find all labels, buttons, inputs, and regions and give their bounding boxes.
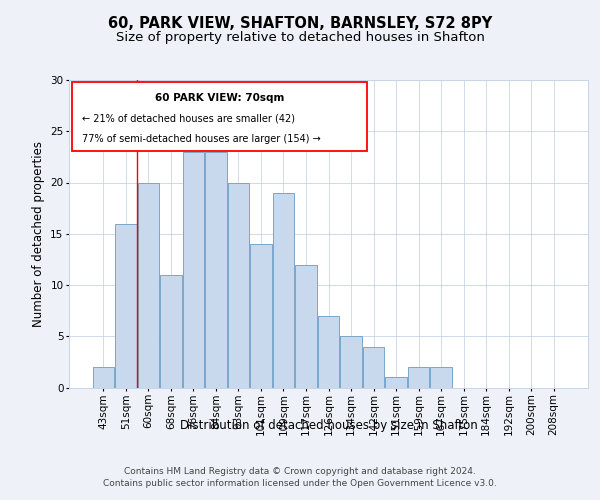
Bar (92, 367, 114, 388)
Text: Contains public sector information licensed under the Open Government Licence v3: Contains public sector information licen… (103, 479, 497, 488)
FancyBboxPatch shape (71, 82, 367, 150)
Bar (340, 336, 362, 388)
Bar (250, 244, 272, 388)
Y-axis label: Number of detached properties: Number of detached properties (32, 141, 44, 327)
Bar (363, 346, 384, 388)
Bar (385, 377, 407, 388)
Bar (295, 264, 317, 388)
Bar (318, 316, 339, 388)
Bar (160, 275, 182, 388)
Text: Distribution of detached houses by size in Shafton: Distribution of detached houses by size … (180, 420, 478, 432)
Text: 60, PARK VIEW, SHAFTON, BARNSLEY, S72 8PY: 60, PARK VIEW, SHAFTON, BARNSLEY, S72 8P… (108, 16, 492, 32)
Bar (408, 367, 429, 388)
Bar (182, 152, 204, 388)
Text: 77% of semi-detached houses are larger (154) →: 77% of semi-detached houses are larger (… (82, 134, 321, 143)
Text: Size of property relative to detached houses in Shafton: Size of property relative to detached ho… (116, 31, 484, 44)
Bar (115, 224, 137, 388)
Text: ← 21% of detached houses are smaller (42): ← 21% of detached houses are smaller (42… (82, 114, 295, 124)
Text: Contains HM Land Registry data © Crown copyright and database right 2024.: Contains HM Land Registry data © Crown c… (124, 466, 476, 475)
Bar (273, 192, 294, 388)
Bar (137, 182, 159, 388)
Bar (228, 182, 249, 388)
Bar (205, 152, 227, 388)
Text: 60 PARK VIEW: 70sqm: 60 PARK VIEW: 70sqm (155, 92, 284, 102)
Bar (430, 367, 452, 388)
